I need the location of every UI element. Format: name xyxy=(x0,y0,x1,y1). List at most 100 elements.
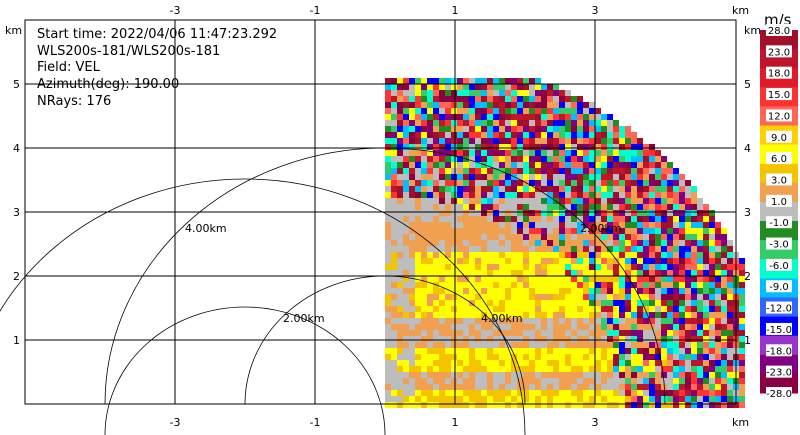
velocity-cell xyxy=(649,222,655,228)
velocity-cell xyxy=(421,228,427,234)
x-tick-label-top: -1 xyxy=(310,4,321,17)
velocity-cell xyxy=(667,168,673,174)
velocity-cell xyxy=(433,102,439,108)
velocity-cell xyxy=(673,300,679,306)
velocity-cell xyxy=(601,402,607,408)
velocity-cell xyxy=(409,276,415,282)
velocity-cell xyxy=(427,96,433,102)
velocity-cell xyxy=(511,270,517,276)
velocity-cell xyxy=(421,168,427,174)
velocity-cell xyxy=(481,198,487,204)
velocity-cell xyxy=(481,378,487,384)
velocity-cell xyxy=(463,210,469,216)
velocity-cell xyxy=(619,324,625,330)
velocity-cell xyxy=(673,348,679,354)
velocity-cell xyxy=(679,282,685,288)
velocity-cell xyxy=(517,234,523,240)
velocity-cell xyxy=(391,168,397,174)
velocity-cell xyxy=(571,300,577,306)
velocity-cell xyxy=(439,264,445,270)
velocity-cell xyxy=(559,390,565,396)
velocity-cell xyxy=(697,216,703,222)
velocity-cell xyxy=(595,156,601,162)
velocity-cell xyxy=(427,354,433,360)
velocity-cell xyxy=(559,258,565,264)
velocity-cell xyxy=(643,174,649,180)
velocity-cell xyxy=(433,330,439,336)
velocity-cell xyxy=(451,324,457,330)
velocity-cell xyxy=(577,354,583,360)
velocity-cell xyxy=(451,246,457,252)
velocity-cell xyxy=(415,144,421,150)
velocity-cell xyxy=(457,342,463,348)
velocity-cell xyxy=(493,174,499,180)
velocity-cell xyxy=(577,318,583,324)
velocity-cell xyxy=(637,372,643,378)
velocity-cell xyxy=(577,144,583,150)
velocity-cell xyxy=(517,294,523,300)
velocity-cell xyxy=(727,360,733,366)
velocity-cell xyxy=(517,90,523,96)
velocity-cell xyxy=(637,294,643,300)
velocity-cell xyxy=(547,114,553,120)
velocity-cell xyxy=(715,390,721,396)
velocity-cell xyxy=(475,336,481,342)
velocity-cell xyxy=(535,318,541,324)
velocity-cell xyxy=(535,366,541,372)
velocity-cell xyxy=(631,366,637,372)
velocity-cell xyxy=(421,198,427,204)
velocity-cell xyxy=(679,360,685,366)
colorbar-label-bg xyxy=(766,280,792,293)
velocity-cell xyxy=(445,342,451,348)
velocity-cell xyxy=(433,360,439,366)
velocity-cell xyxy=(553,186,559,192)
velocity-cell xyxy=(583,234,589,240)
velocity-cell xyxy=(601,156,607,162)
velocity-cell xyxy=(535,384,541,390)
velocity-cell xyxy=(433,168,439,174)
velocity-cell xyxy=(523,150,529,156)
velocity-cell xyxy=(445,198,451,204)
velocity-cell xyxy=(613,162,619,168)
velocity-cell xyxy=(643,402,649,408)
velocity-cell xyxy=(439,126,445,132)
velocity-cell xyxy=(589,342,595,348)
velocity-cell xyxy=(397,384,403,390)
velocity-cell xyxy=(493,90,499,96)
velocity-cell xyxy=(523,246,529,252)
velocity-cell xyxy=(691,246,697,252)
velocity-cell xyxy=(595,240,601,246)
velocity-cell xyxy=(451,276,457,282)
velocity-cell xyxy=(685,264,691,270)
velocity-cell xyxy=(487,294,493,300)
velocity-cell xyxy=(571,192,577,198)
velocity-cell xyxy=(631,186,637,192)
velocity-cell xyxy=(517,162,523,168)
velocity-cell xyxy=(487,348,493,354)
velocity-cell xyxy=(571,204,577,210)
velocity-cell xyxy=(487,360,493,366)
range-ring-label: 2.00km xyxy=(580,222,622,235)
velocity-cell xyxy=(739,384,745,390)
velocity-cell xyxy=(433,288,439,294)
velocity-cell xyxy=(619,294,625,300)
velocity-cell xyxy=(577,324,583,330)
velocity-cell xyxy=(553,222,559,228)
velocity-cell xyxy=(445,396,451,402)
velocity-cell xyxy=(439,138,445,144)
velocity-cell xyxy=(451,240,457,246)
velocity-cell xyxy=(475,282,481,288)
velocity-cell xyxy=(415,246,421,252)
velocity-cell xyxy=(481,294,487,300)
velocity-cell xyxy=(493,138,499,144)
velocity-cell xyxy=(517,264,523,270)
velocity-cell xyxy=(613,192,619,198)
velocity-cell xyxy=(595,264,601,270)
velocity-cell xyxy=(595,246,601,252)
colorbar-label-bg xyxy=(766,152,792,165)
velocity-cell xyxy=(619,396,625,402)
velocity-cell xyxy=(589,156,595,162)
velocity-cell xyxy=(451,216,457,222)
velocity-cell xyxy=(541,228,547,234)
